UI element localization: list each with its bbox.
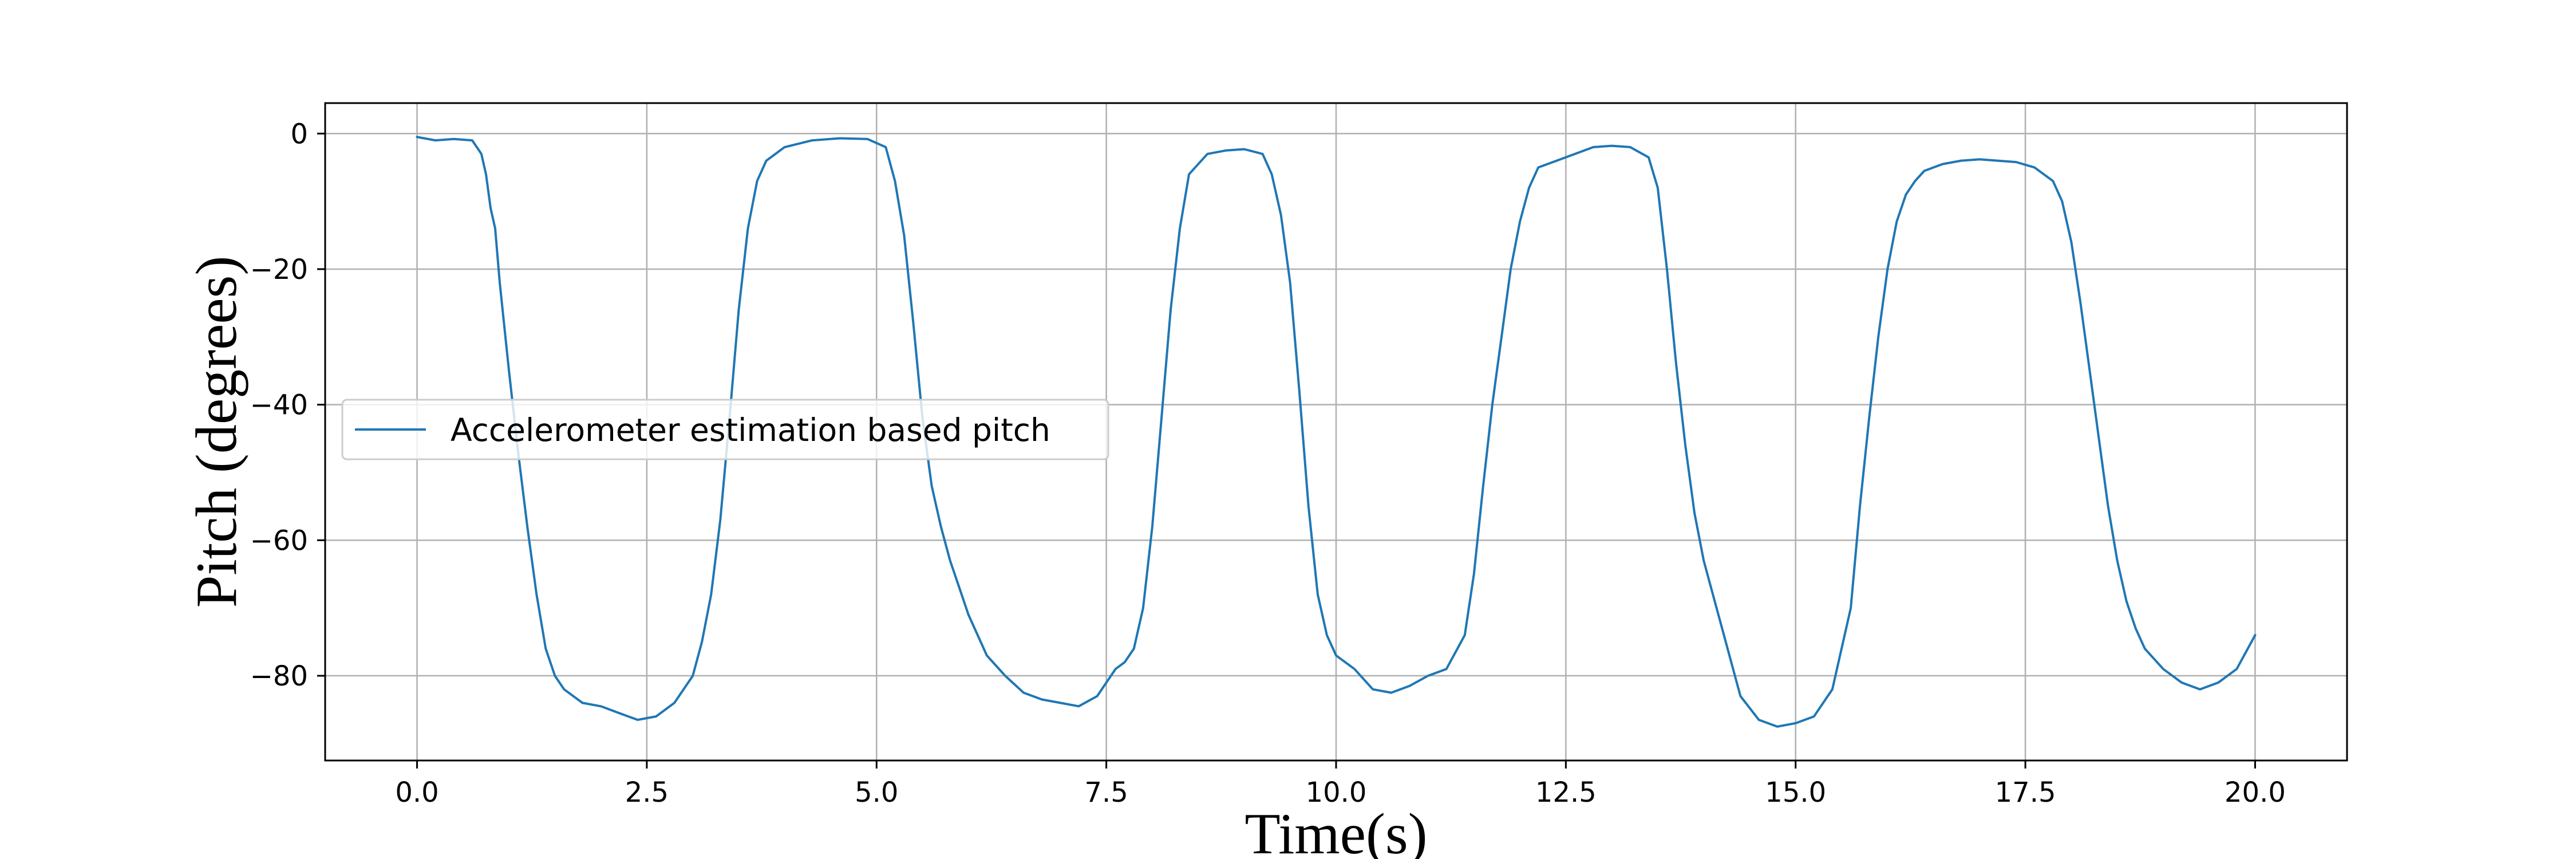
x-axis-ticks: 0.0 2.5 5.0 7.5 10.0 12.5 15.0 17.5 20.0: [395, 761, 2286, 809]
y-tick-label: −20: [250, 254, 308, 286]
y-tick-label: −80: [250, 660, 308, 692]
series-line-pitch: [416, 136, 2257, 728]
x-tick-label: 2.5: [625, 777, 669, 809]
x-axis-title: Time(s): [1244, 802, 1427, 859]
series-layer: [416, 136, 2257, 728]
legend: Accelerometer estimation based pitch: [341, 399, 1109, 460]
x-tick-label: 20.0: [2225, 777, 2286, 809]
legend-entry-label: Accelerometer estimation based pitch: [451, 412, 1050, 448]
x-tick-label: 17.5: [1995, 777, 2056, 809]
x-tick-label: 7.5: [1084, 777, 1128, 809]
y-tick-label: 0: [290, 118, 308, 150]
x-tick-label: 0.0: [395, 777, 438, 809]
y-axis-title: Pitch (degrees): [184, 256, 249, 608]
x-tick-label: 15.0: [1765, 777, 1826, 809]
x-tick-label: 5.0: [855, 777, 898, 809]
y-tick-label: −40: [250, 389, 308, 421]
x-tick-label: 10.0: [1306, 777, 1367, 809]
y-tick-label: −60: [250, 525, 308, 557]
legend-box: [341, 399, 1109, 460]
y-axis-ticks: 0 −20 −40 −60 −80: [250, 118, 325, 692]
x-tick-label: 12.5: [1535, 777, 1597, 809]
